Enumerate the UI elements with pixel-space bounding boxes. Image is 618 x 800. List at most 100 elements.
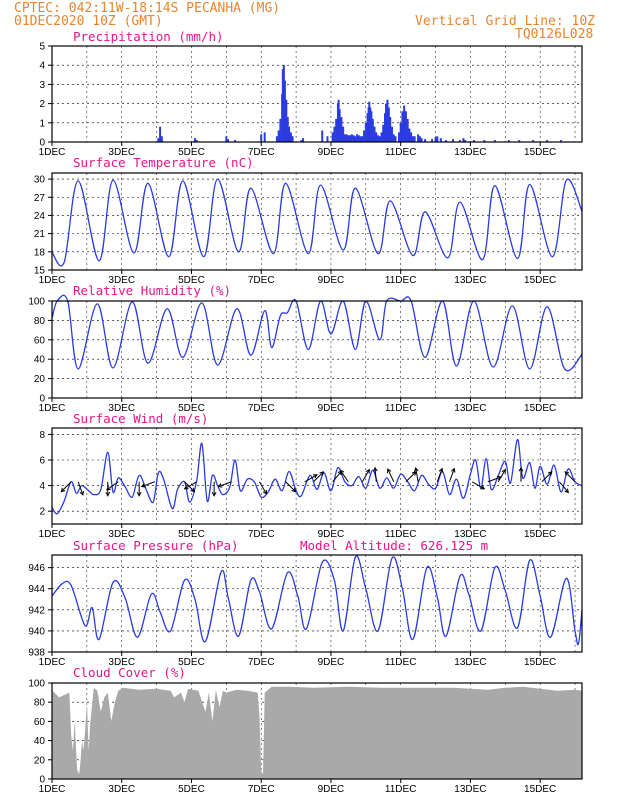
wind-arrow <box>313 471 324 483</box>
temp-xtick-label: 9DEC <box>318 275 345 286</box>
wind-arrow <box>361 469 370 483</box>
precip-bar <box>392 134 395 142</box>
precip-bar <box>288 126 291 142</box>
precip-xtick-label: 3DEC <box>108 147 135 158</box>
temp-ytick-label: 21 <box>34 229 46 240</box>
wind-arrow-head <box>79 490 84 496</box>
wind-arrow <box>184 481 197 490</box>
wind-arrow-head <box>217 483 223 488</box>
precip-bar <box>340 117 343 142</box>
wind-arrow-head <box>480 485 486 490</box>
precip-bar <box>371 118 374 142</box>
cloud-frame <box>51 682 583 780</box>
precip-frame <box>51 45 583 143</box>
precip-ytick-label: 0 <box>39 138 45 149</box>
precip-bar <box>331 132 334 142</box>
precip-bar <box>406 118 409 142</box>
precip-bar <box>383 113 386 142</box>
cloud-xtick-label: 1DEC <box>39 784 66 795</box>
precip-bar <box>445 140 448 142</box>
temp-xtick-label: 1DEC <box>39 275 66 286</box>
pressure-xtick-label: 3DEC <box>108 657 135 668</box>
wind-arrow-head <box>291 487 297 493</box>
temp-series-line <box>51 178 583 267</box>
pressure-xtick-label: 1DEC <box>39 657 66 668</box>
temp-xtick-label: 15DEC <box>524 275 556 286</box>
precip-bar <box>283 80 286 142</box>
precip-bar <box>532 140 535 142</box>
precip-bar <box>403 105 406 142</box>
precip-bar <box>507 140 510 142</box>
precip-bar <box>377 135 380 142</box>
pressure-ytick-label: 942 <box>28 605 45 616</box>
wind-arrow-head <box>262 489 268 495</box>
precip-bar <box>356 134 359 142</box>
cloud-xtick-label: 5DEC <box>178 784 205 795</box>
wind-arrow-head <box>564 471 570 476</box>
precip-bar <box>263 132 266 142</box>
wind-arrow-head <box>501 468 506 474</box>
wind-arrow <box>106 481 119 491</box>
precip-bar <box>420 138 423 142</box>
wind-arrow-head <box>190 487 196 493</box>
wind-xtick-label: 7DEC <box>248 529 275 540</box>
wind-arrow <box>487 476 502 483</box>
wind-arrow <box>339 470 349 483</box>
precip-bar <box>493 140 496 142</box>
precip-bar <box>160 136 163 142</box>
rh-xtick-label: 5DEC <box>178 403 205 414</box>
precip-bar <box>359 136 362 142</box>
cloud-xtick-label: 9DEC <box>318 784 345 795</box>
precip-bar <box>333 126 336 142</box>
rh-xtick-label: 3DEC <box>108 403 135 414</box>
pressure-xtick-label: 15DEC <box>524 657 556 668</box>
precip-xtick-label: 15DEC <box>524 147 556 158</box>
precip-bar <box>385 103 388 142</box>
precip-bar <box>277 130 280 142</box>
precip-bar <box>354 136 357 142</box>
wind-arrow-head <box>387 468 392 474</box>
wind-arrow-head <box>60 487 66 493</box>
precip-bar <box>337 99 340 142</box>
wind-arrow-head <box>140 483 146 488</box>
pressure-ytick-label: 944 <box>28 584 45 595</box>
temp-xtick-label: 5DEC <box>178 275 205 286</box>
wind-xtick-label: 11DEC <box>385 529 417 540</box>
temp-xtick-label: 3DEC <box>108 275 135 286</box>
wind-arrow <box>374 467 377 482</box>
pressure-ytick-label: 938 <box>28 648 45 659</box>
temp-ytick-label: 18 <box>34 247 46 258</box>
precip-bar <box>225 136 228 142</box>
precip-bar <box>370 111 373 142</box>
temp-xtick-label: 7DEC <box>248 275 275 286</box>
precip-bar <box>431 139 434 142</box>
pressure-title: Surface Pressure (hPa) <box>73 538 239 553</box>
wind-arrow <box>541 471 553 483</box>
wind-arrow <box>564 471 576 483</box>
wind-arrow <box>218 481 232 488</box>
precip-ytick-label: 4 <box>39 61 45 72</box>
precip-bar <box>279 118 282 142</box>
precip-bar <box>399 122 402 142</box>
pressure-xtick-label: 9DEC <box>318 657 345 668</box>
wind-arrow-head <box>547 471 553 476</box>
precip-ytick-label: 5 <box>39 42 45 53</box>
rh-ytick-label: 40 <box>34 355 46 366</box>
wind-arrow-head <box>450 467 456 473</box>
precip-bar <box>260 134 263 142</box>
wind-arrow <box>436 468 443 482</box>
wind-arrow <box>471 481 485 490</box>
precip-bar <box>193 138 196 142</box>
wind-series-line <box>51 438 583 515</box>
precip-bar <box>394 136 397 142</box>
precip-bar <box>281 69 284 142</box>
precip-bar <box>424 139 427 142</box>
rh-ytick-label: 100 <box>28 297 45 308</box>
precip-bar <box>291 136 294 142</box>
wind-arrow-head <box>411 471 417 476</box>
temp-xtick-label: 11DEC <box>385 275 417 286</box>
precip-bar <box>436 136 439 142</box>
precip-bar <box>338 109 341 142</box>
rh-xtick-label: 11DEC <box>385 403 417 414</box>
